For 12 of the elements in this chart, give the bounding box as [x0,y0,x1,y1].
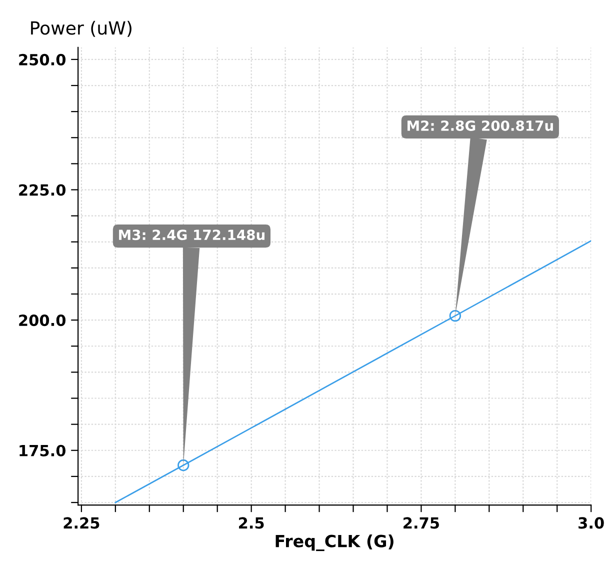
y-axis-title: Power (uW) [31,20,132,37]
y-tick-label: 175.0 [20,444,66,456]
y-tick-label: 250.0 [19,54,66,66]
x-tick-label: 2.25 [64,517,100,529]
annotation: M2: 2.8G 200.817u [408,120,553,131]
y-tick-label: 225.0 [19,184,66,196]
y-tick-label: 200.0 [19,314,66,326]
x-tick-label: 2.75 [404,517,439,529]
x-axis-title: Freq_CLK (G) [276,534,394,552]
annotation: M3: 2.4G 172.148u [119,230,264,240]
x-tick-label: 3.0 [578,517,604,529]
x-tick-label: 2.5 [239,517,264,529]
